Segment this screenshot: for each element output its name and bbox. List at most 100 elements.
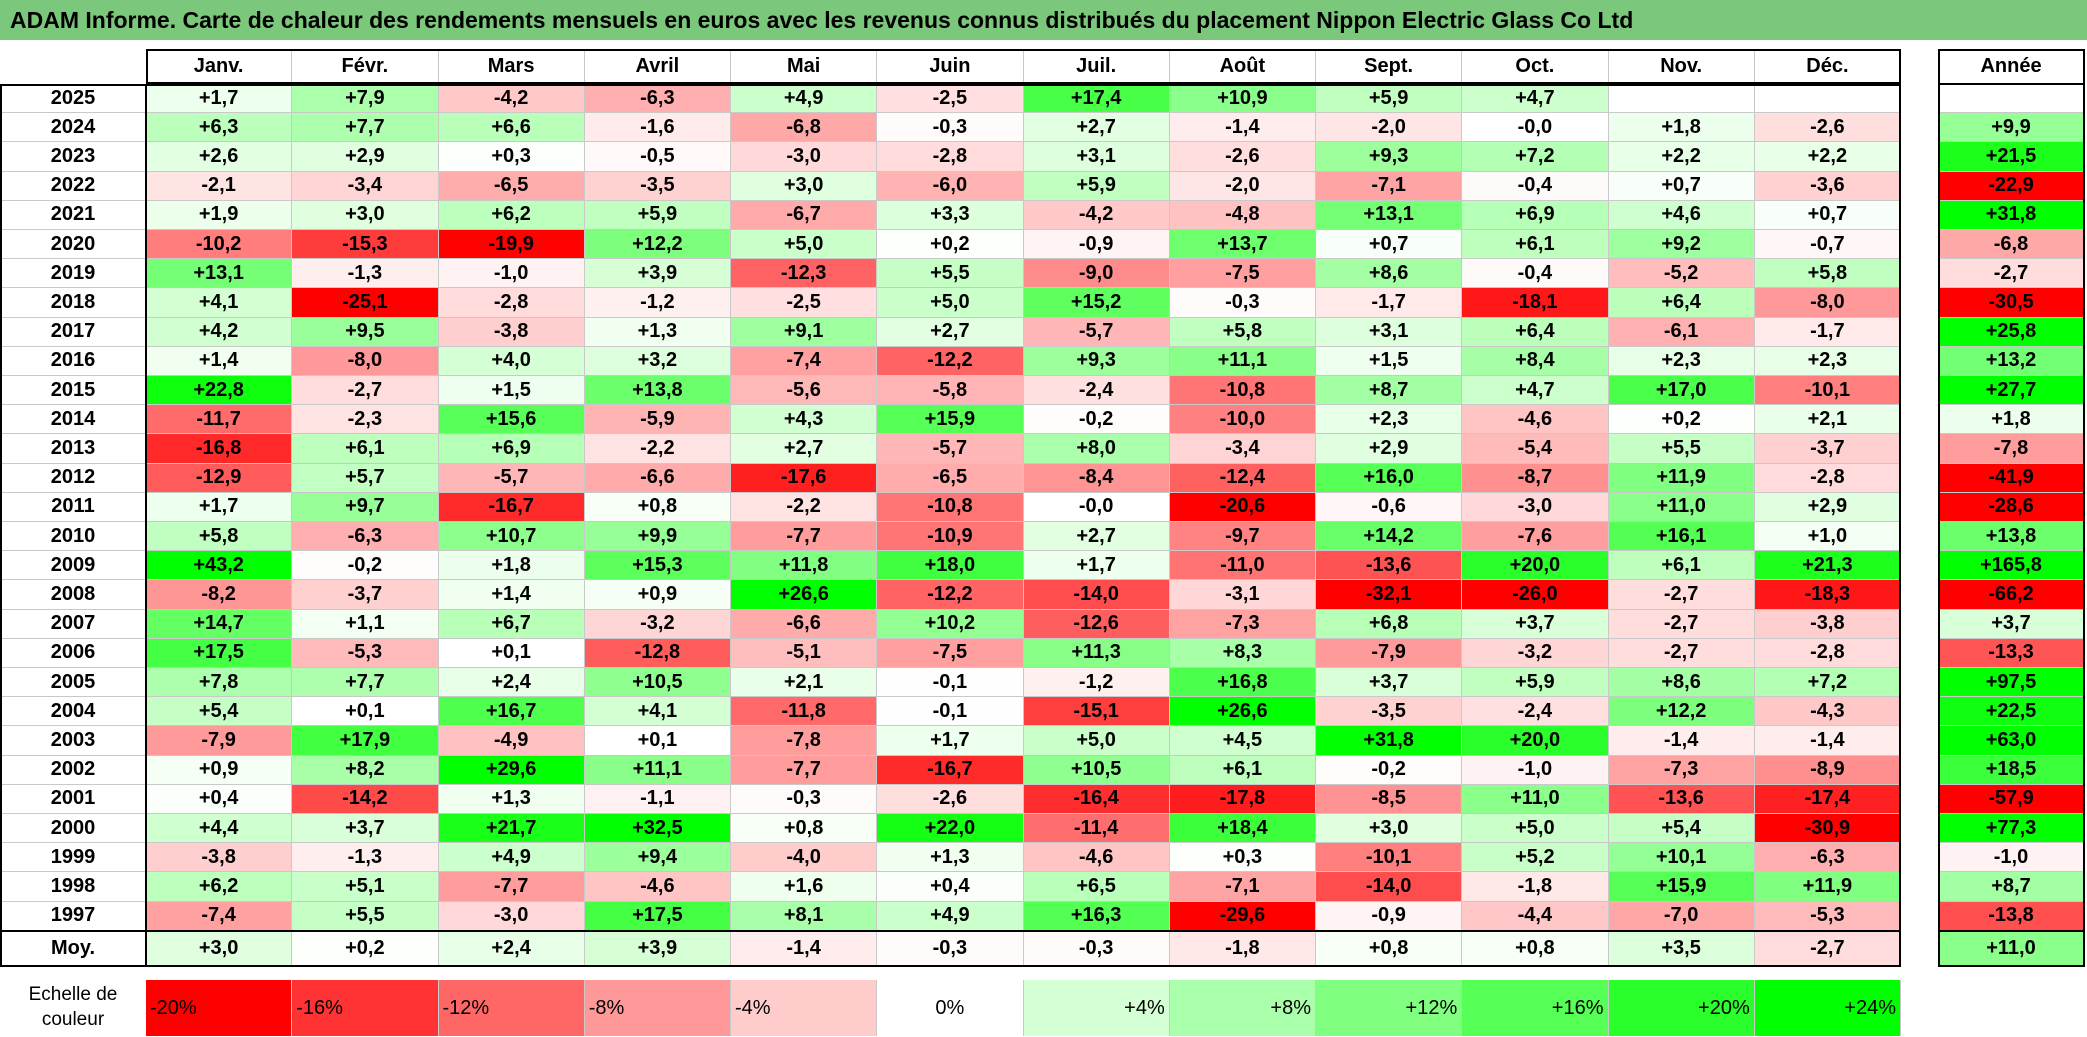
heatmap-cell: -10,1 [1754, 376, 1901, 406]
heatmap-cell: -2,7 [1608, 638, 1755, 668]
heatmap-cell: +2,2 [1608, 142, 1755, 172]
heatmap-cell: -8,7 [1462, 463, 1609, 493]
year-label: 2014 [0, 405, 146, 435]
heatmap-cell: -10,8 [1169, 376, 1316, 406]
heatmap-cell: +0,7 [1316, 230, 1463, 260]
heatmap-cell: -2,4 [1462, 697, 1609, 727]
heatmap-cell: +10,2 [877, 609, 1024, 639]
heatmap-cell: -3,0 [1462, 492, 1609, 522]
heatmap-cell: -30,9 [1754, 814, 1901, 844]
average-cell: +0,8 [1462, 931, 1609, 967]
heatmap-cell: +9,1 [731, 317, 878, 347]
heatmap-cell: -12,2 [877, 580, 1024, 610]
heatmap-cell: -2,8 [877, 142, 1024, 172]
heatmap-cell: +8,7 [1316, 376, 1463, 406]
heatmap-cell: -15,3 [292, 230, 439, 260]
heatmap-cell: -0,1 [877, 668, 1024, 698]
heatmap-cell: +20,0 [1462, 551, 1609, 581]
heatmap-cell: +5,0 [731, 230, 878, 260]
heatmap-cell: +1,8 [1608, 113, 1755, 143]
year-label: 2016 [0, 346, 146, 376]
average-cell: +0,2 [292, 931, 439, 967]
annual-total-cell: +18,5 [1938, 755, 2085, 785]
heatmap-cell: +6,4 [1462, 317, 1609, 347]
heatmap-cell: -17,8 [1169, 784, 1316, 814]
heatmap-cell: +20,0 [1462, 726, 1609, 756]
month-column-header: Févr. [292, 49, 439, 84]
heatmap-cell: -17,4 [1754, 784, 1901, 814]
heatmap-cell: +3,1 [1316, 317, 1463, 347]
month-column-header: Sept. [1316, 49, 1463, 84]
annual-total-cell: +21,5 [1938, 142, 2085, 172]
heatmap-cell: +6,1 [1462, 230, 1609, 260]
heatmap-cell: +16,1 [1608, 522, 1755, 552]
heatmap-cell: -0,9 [1023, 230, 1170, 260]
heatmap-cell: -7,4 [146, 901, 293, 931]
heatmap-cell: +5,4 [146, 697, 293, 727]
heatmap-cell: -3,0 [731, 142, 878, 172]
heatmap-cell: -12,2 [877, 346, 1024, 376]
heatmap-cell: -10,9 [877, 522, 1024, 552]
heatmap-cell: +2,3 [1316, 405, 1463, 435]
year-label: 2007 [0, 609, 146, 639]
average-cell: +3,9 [584, 931, 731, 967]
heatmap-cell: -12,4 [1169, 463, 1316, 493]
heatmap-cell: +16,3 [1023, 901, 1170, 931]
heatmap-cell: -0,9 [1316, 901, 1463, 931]
heatmap-cell: -7,9 [1316, 638, 1463, 668]
heatmap-cell: +26,6 [1169, 697, 1316, 727]
month-column-header: Nov. [1608, 49, 1755, 84]
year-label: 2021 [0, 200, 146, 230]
heatmap-cell: +43,2 [146, 551, 293, 581]
heatmap-cell: +13,7 [1169, 230, 1316, 260]
heatmap-cell: +4,9 [438, 843, 585, 873]
heatmap-cell: -6,1 [1608, 317, 1755, 347]
heatmap-cell: -8,9 [1754, 755, 1901, 785]
annual-total-cell: -28,6 [1938, 492, 2085, 522]
annual-total-cell [1938, 84, 2085, 114]
heatmap-cell: +16,0 [1316, 463, 1463, 493]
heatmap-cell: -6,3 [292, 522, 439, 552]
heatmap-cell: -2,2 [584, 434, 731, 464]
heatmap-cell: -2,5 [877, 84, 1024, 114]
average-cell: -0,3 [877, 931, 1024, 967]
heatmap-cell: +5,8 [1169, 317, 1316, 347]
heatmap-cell: +3,7 [1462, 609, 1609, 639]
heatmap-cell: +12,2 [1608, 697, 1755, 727]
annual-total-cell: +63,0 [1938, 726, 2085, 756]
heatmap-cell: +15,9 [1608, 872, 1755, 902]
heatmap-cell: +2,9 [292, 142, 439, 172]
heatmap-cell: -2,8 [438, 288, 585, 318]
heatmap-cell: +12,2 [584, 230, 731, 260]
year-label: 2002 [0, 755, 146, 785]
heatmap-cell: -1,0 [1462, 755, 1609, 785]
heatmap-cell: +2,9 [1754, 492, 1901, 522]
heatmap-cell: +1,5 [438, 376, 585, 406]
heatmap-cell: -16,8 [146, 434, 293, 464]
year-label: 2017 [0, 317, 146, 347]
heatmap-cell: +21,7 [438, 814, 585, 844]
annual-total-cell: +9,9 [1938, 113, 2085, 143]
heatmap-cell: +10,1 [1608, 843, 1755, 873]
heatmap-cell: -7,9 [146, 726, 293, 756]
heatmap-cell: +2,6 [146, 142, 293, 172]
heatmap-cell: -5,9 [584, 405, 731, 435]
heatmap-cell: +0,2 [1608, 405, 1755, 435]
heatmap-cell: +6,4 [1608, 288, 1755, 318]
heatmap-cell: +6,6 [438, 113, 585, 143]
heatmap-cell: -7,1 [1169, 872, 1316, 902]
heatmap-cell: -7,5 [877, 638, 1024, 668]
heatmap-cell: -7,6 [1462, 522, 1609, 552]
heatmap-cell: -4,4 [1462, 901, 1609, 931]
month-column-header: Mars [438, 49, 585, 84]
average-cell: -1,8 [1169, 931, 1316, 967]
color-scale-swatch: -4% [731, 980, 878, 1036]
heatmap-cell: +31,8 [1316, 726, 1463, 756]
heatmap-cell: -4,9 [438, 726, 585, 756]
annual-total-cell: -22,9 [1938, 171, 2085, 201]
color-scale-swatch: +8% [1169, 980, 1316, 1036]
heatmap-cell: +1,3 [584, 317, 731, 347]
heatmap-cell: -11,7 [146, 405, 293, 435]
heatmap-cell: -0,0 [1462, 113, 1609, 143]
heatmap-cell: +4,1 [584, 697, 731, 727]
